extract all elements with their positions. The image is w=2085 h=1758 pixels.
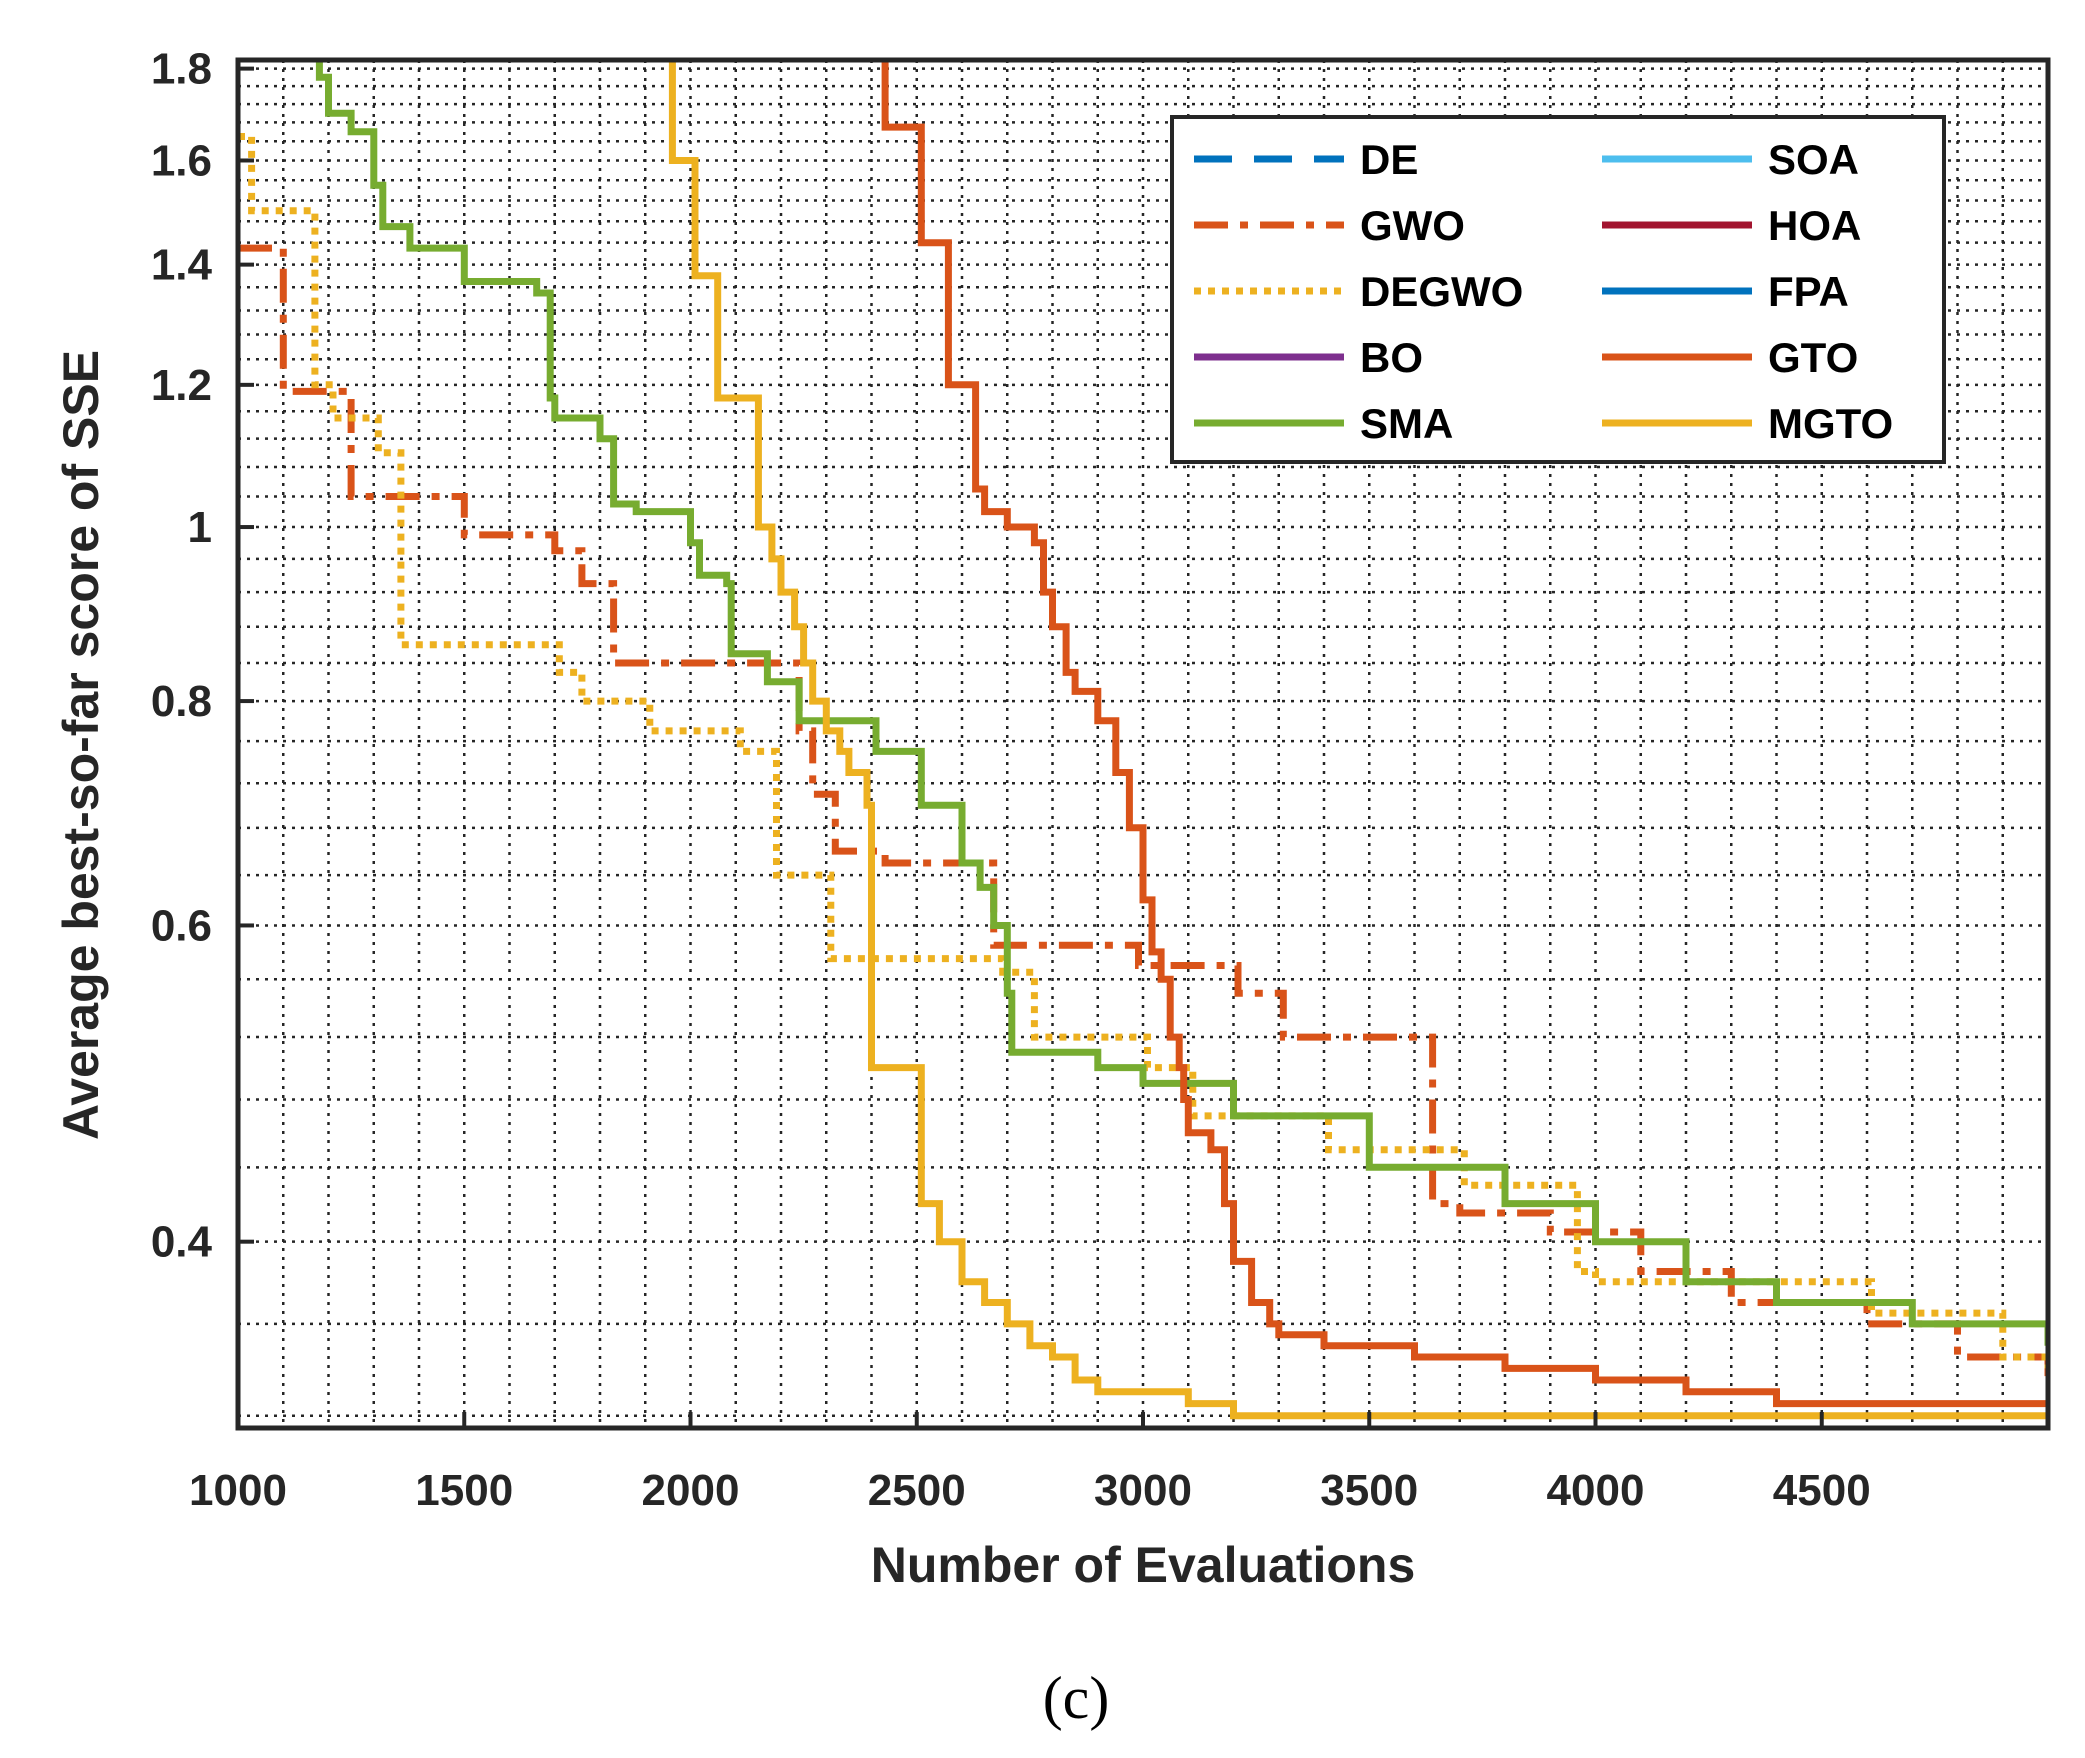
y-tick-label: 1 xyxy=(188,503,212,552)
legend-label-bo: BO xyxy=(1360,334,1423,381)
series-line-gwo xyxy=(238,244,2048,1380)
x-tick-label: 2500 xyxy=(868,1466,966,1515)
figure-caption: (c) xyxy=(1043,1665,1110,1731)
legend-label-gwo: GWO xyxy=(1360,202,1465,249)
legend-label-hoa: HOA xyxy=(1768,202,1861,249)
y-axis-label: Average best-so-far score of SSE xyxy=(53,350,109,1140)
y-tick-label: 0.6 xyxy=(151,901,212,950)
series-layer xyxy=(238,60,2048,1420)
legend-label-de: DE xyxy=(1360,136,1418,183)
y-tick-label: 0.8 xyxy=(151,677,212,726)
legend-label-degwo: DEGWO xyxy=(1360,268,1523,315)
y-tick-label: 1.4 xyxy=(151,241,213,290)
legend-label-fpa: FPA xyxy=(1768,268,1849,315)
x-tick-label: 3500 xyxy=(1320,1466,1418,1515)
legend-label-gto: GTO xyxy=(1768,334,1858,381)
x-tick-label: 1000 xyxy=(189,1466,287,1515)
series-line-gto xyxy=(881,60,2048,1408)
legend-label-mgto: MGTO xyxy=(1768,400,1893,447)
series-line-degwo xyxy=(238,133,2048,1369)
ticks: 1000 1500 2000 2500 3000 3500 4000 4500 0.4 0.6 0.… xyxy=(151,45,1871,1515)
series-line-mgto xyxy=(668,60,2048,1420)
x-axis-label: Number of Evaluations xyxy=(871,1537,1416,1593)
y-tick-label: 0.4 xyxy=(151,1218,213,1267)
x-tick-label: 2000 xyxy=(642,1466,740,1515)
legend-label-sma: SMA xyxy=(1360,400,1453,447)
legend-label-soa: SOA xyxy=(1768,136,1859,183)
series-line-sma xyxy=(315,60,2048,1346)
x-tick-label: 1500 xyxy=(415,1466,513,1515)
x-tick-label: 3000 xyxy=(1094,1466,1192,1515)
x-tick-label: 4500 xyxy=(1773,1466,1871,1515)
x-tick-label: 4000 xyxy=(1547,1466,1645,1515)
y-tick-label: 1.2 xyxy=(151,361,212,410)
y-tick-label: 1.6 xyxy=(151,136,212,185)
legend-box xyxy=(1170,115,1946,464)
y-tick-label: 1.8 xyxy=(151,45,212,94)
